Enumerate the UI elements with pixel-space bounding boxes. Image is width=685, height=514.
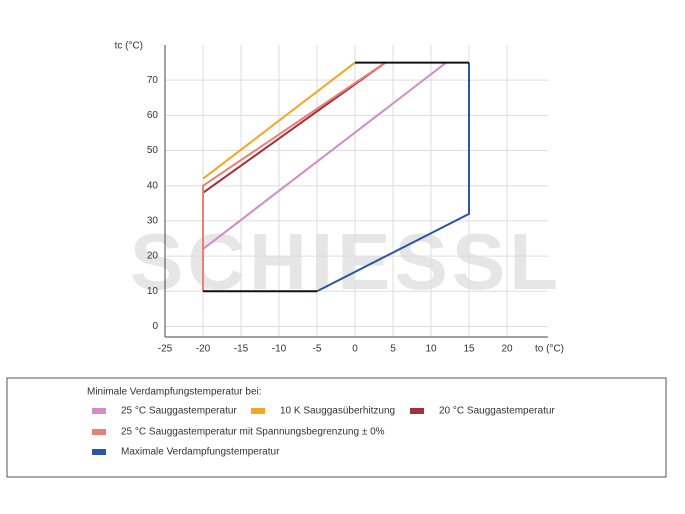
legend-label: 25 °C Sauggastemperatur mit Spannungsbeg… [121,427,385,438]
x-tick-label: -10 [272,344,287,355]
x-tick-label: 10 [425,344,437,355]
series-line [316,62,470,293]
y-tick-label: 30 [147,216,159,227]
x-tick-label: 15 [463,344,475,355]
legend-box [6,377,667,478]
y-axis-label: tc (°C) [115,41,143,52]
legend-swatch [92,449,106,455]
series-line [202,61,386,292]
y-tick-label: 50 [147,145,159,156]
y-tick-label: 60 [147,110,159,121]
legend-swatch [92,408,106,414]
x-tick-label: -5 [313,344,322,355]
x-tick-label: -20 [196,344,211,355]
y-tick-label: 20 [147,251,159,262]
legend-label: 20 °C Sauggastemperatur [439,406,555,417]
watermark: SCHIESSL [130,217,562,306]
x-tick-label: -15 [234,344,249,355]
legend-label: 25 °C Sauggastemperatur [121,406,237,417]
x-tick-label: 20 [501,344,513,355]
legend-title: Minimale Verdampfungstemperatur bei: [87,387,262,398]
y-tick-label: 10 [147,286,159,297]
x-tick-label: -25 [158,344,173,355]
legend-label: 10 K Sauggasüberhitzung [280,406,395,417]
legend-swatch [251,408,265,414]
y-tick-label: 70 [147,75,159,86]
x-axis-label: to (°C) [535,344,564,355]
legend-swatch [92,429,106,435]
series-line [202,61,447,250]
legend-swatch [410,408,424,414]
x-tick-label: 5 [390,344,396,355]
x-tick-label: 0 [352,344,358,355]
series-line [202,61,356,180]
y-tick-label: 40 [147,180,159,191]
legend-label: Maximale Verdampfungstemperatur [121,447,280,458]
y-tick-label: 0 [152,321,158,332]
